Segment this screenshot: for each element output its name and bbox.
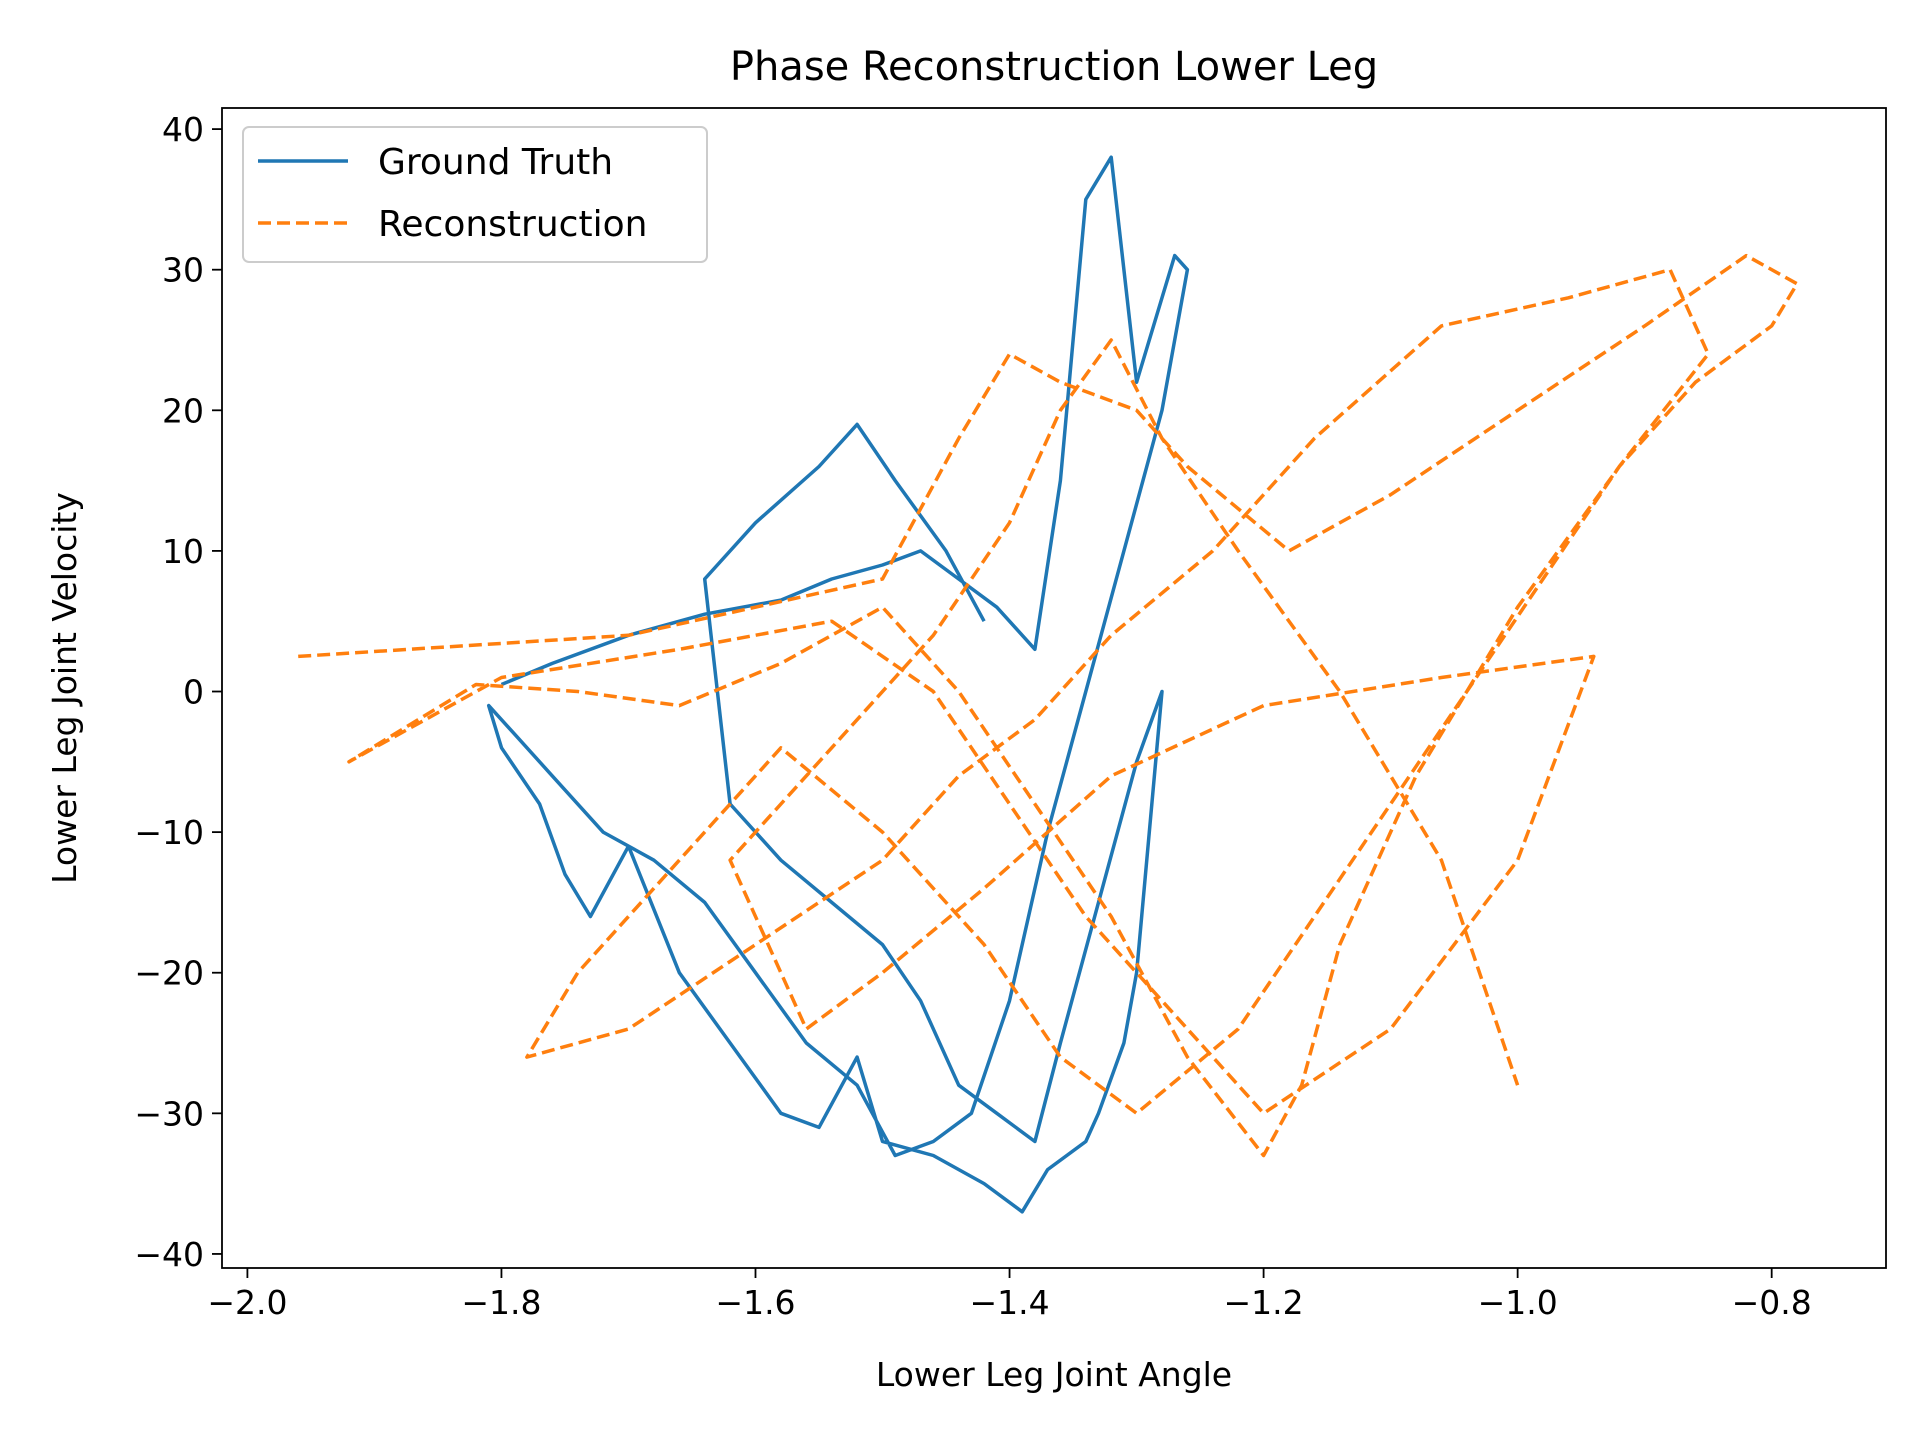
x-tick-label: −1.8 bbox=[461, 1283, 541, 1322]
y-tick-label: −20 bbox=[134, 954, 204, 993]
series-line-ground-truth bbox=[486, 155, 1190, 1214]
plot-frame bbox=[221, 107, 1887, 1269]
y-axis-label: Lower Leg Joint Velocity bbox=[45, 492, 84, 884]
x-tick-label: −1.0 bbox=[1478, 1283, 1558, 1322]
chart-title: Phase Reconstruction Lower Leg bbox=[730, 44, 1378, 90]
series-line-reconstruction bbox=[298, 253, 1799, 1158]
x-axis-label: Lower Leg Joint Angle bbox=[876, 1355, 1232, 1394]
x-tick-label: −0.8 bbox=[1732, 1283, 1812, 1322]
series-layer bbox=[298, 155, 1799, 1214]
x-tick-label: −1.6 bbox=[715, 1283, 795, 1322]
legend-label-ground-truth: Ground Truth bbox=[378, 142, 613, 183]
x-axis-ticks: −2.0 −1.8 −1.6 −1.4 −1.2 −1.0 −0.8 bbox=[207, 1268, 1812, 1322]
y-tick-label: −30 bbox=[134, 1094, 204, 1133]
x-tick-label: −1.2 bbox=[1224, 1283, 1304, 1322]
y-tick-label: −40 bbox=[134, 1235, 204, 1274]
y-tick-label: 20 bbox=[162, 391, 204, 430]
y-tick-label: −10 bbox=[134, 813, 204, 852]
legend-label-reconstruction: Reconstruction bbox=[378, 204, 647, 245]
x-tick-label: −2.0 bbox=[207, 1283, 287, 1322]
y-tick-label: 40 bbox=[162, 110, 204, 149]
y-axis-ticks: 40 30 20 10 0 −10 −20 −30 −40 bbox=[134, 110, 222, 1274]
y-tick-label: 0 bbox=[183, 673, 204, 712]
legend-box bbox=[242, 126, 708, 263]
y-tick-label: 10 bbox=[162, 532, 204, 571]
x-tick-label: −1.4 bbox=[969, 1283, 1049, 1322]
y-tick-label: 30 bbox=[162, 251, 204, 290]
legend: Ground Truth Reconstruction bbox=[242, 126, 708, 263]
